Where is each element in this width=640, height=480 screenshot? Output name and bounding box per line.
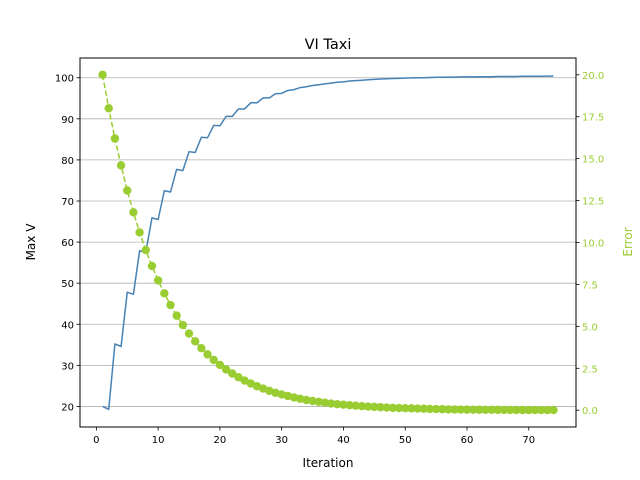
error-point — [215, 360, 225, 370]
error-point — [98, 70, 107, 79]
error-point — [147, 261, 157, 271]
y-left-tick-label: 60 — [61, 238, 74, 249]
y-right-tick-label: 20.0 — [582, 71, 604, 82]
error-point — [487, 405, 496, 415]
y-left-tick-label: 20 — [61, 402, 74, 413]
error-point — [481, 405, 490, 414]
x-tick-label: 30 — [275, 435, 288, 446]
y-left-tick-label: 90 — [61, 115, 74, 126]
error-point — [135, 228, 144, 237]
error-point — [141, 245, 150, 255]
error-point — [116, 161, 126, 170]
error-point — [314, 397, 323, 407]
error-point — [462, 405, 472, 414]
series-layer — [98, 70, 558, 415]
error-point — [499, 405, 509, 415]
error-point — [413, 404, 422, 413]
error-point — [475, 405, 484, 414]
error-point — [456, 405, 465, 414]
error-point — [536, 405, 546, 415]
error-point — [339, 400, 348, 409]
error-point — [172, 311, 181, 320]
axis-layer: 20304050607080901000.02.55.07.510.012.51… — [55, 71, 604, 446]
error-point — [104, 104, 113, 113]
error-point — [191, 337, 200, 346]
error-point — [221, 365, 231, 374]
error-point — [123, 186, 132, 195]
error-point — [357, 402, 367, 411]
error-point — [518, 405, 527, 415]
y-right-tick-label: 5.0 — [582, 322, 598, 333]
error-point — [166, 300, 175, 310]
error-point — [363, 402, 373, 411]
error-point — [351, 401, 360, 410]
error-point — [425, 404, 435, 414]
x-tick-label: 20 — [214, 435, 227, 446]
error-point — [160, 289, 169, 298]
max-v-line — [102, 75, 554, 411]
y-right-tick-label: 17.5 — [582, 113, 604, 124]
error-point — [184, 329, 194, 338]
chart-title: VI Taxi — [305, 37, 352, 53]
x-tick-label: 50 — [399, 435, 412, 446]
error-point — [228, 369, 237, 378]
error-point — [234, 372, 243, 382]
y-right-tick-label: 15.0 — [582, 155, 604, 166]
x-tick-label: 10 — [152, 435, 165, 446]
error-point — [308, 396, 317, 406]
error-point — [530, 405, 540, 415]
error-point — [543, 405, 552, 415]
error-point — [382, 403, 391, 412]
y-left-axis-label: Max V — [24, 223, 38, 261]
error-point — [178, 320, 188, 330]
error-point — [401, 404, 410, 413]
y-right-tick-label: 0.0 — [582, 406, 598, 417]
x-tick-label: 0 — [93, 435, 99, 446]
error-point — [129, 208, 138, 217]
error-point — [506, 405, 515, 415]
error-point — [345, 401, 354, 410]
error-point — [370, 402, 379, 412]
error-point — [450, 405, 459, 414]
x-tick-label: 70 — [522, 435, 535, 446]
y-left-tick-label: 30 — [61, 361, 74, 372]
y-right-axis-label: Error — [621, 227, 635, 256]
error-point — [110, 134, 120, 143]
y-right-tick-label: 2.5 — [582, 364, 598, 375]
x-tick-label: 40 — [337, 435, 350, 446]
error-point — [512, 405, 521, 415]
error-point — [209, 355, 218, 365]
y-right-tick-label: 10.0 — [582, 239, 604, 250]
error-point — [407, 404, 416, 413]
error-point — [549, 405, 558, 415]
x-axis-label: Iteration — [303, 456, 354, 470]
y-left-tick-label: 40 — [61, 320, 74, 331]
y-right-tick-label: 12.5 — [582, 197, 604, 208]
error-point — [438, 405, 447, 414]
error-point — [524, 405, 533, 415]
error-point — [444, 405, 453, 414]
y-right-tick-label: 7.5 — [582, 280, 598, 291]
error-point — [431, 404, 441, 414]
error-point — [493, 405, 503, 415]
x-tick-label: 60 — [461, 435, 474, 446]
error-point — [468, 405, 478, 414]
error-point — [326, 399, 336, 408]
y-left-tick-label: 80 — [61, 156, 74, 167]
error-point — [394, 403, 404, 413]
y-left-tick-label: 100 — [55, 74, 74, 85]
grid-layer — [80, 77, 576, 407]
error-point — [320, 398, 330, 407]
error-point — [388, 403, 398, 413]
error-point — [197, 343, 206, 353]
error-point — [419, 404, 428, 413]
error-point — [302, 395, 311, 405]
y-left-tick-label: 50 — [61, 279, 74, 290]
error-point — [153, 276, 163, 285]
error-point — [203, 350, 212, 359]
error-point — [333, 399, 342, 409]
y-left-tick-label: 70 — [61, 197, 74, 208]
error-point — [376, 403, 385, 412]
